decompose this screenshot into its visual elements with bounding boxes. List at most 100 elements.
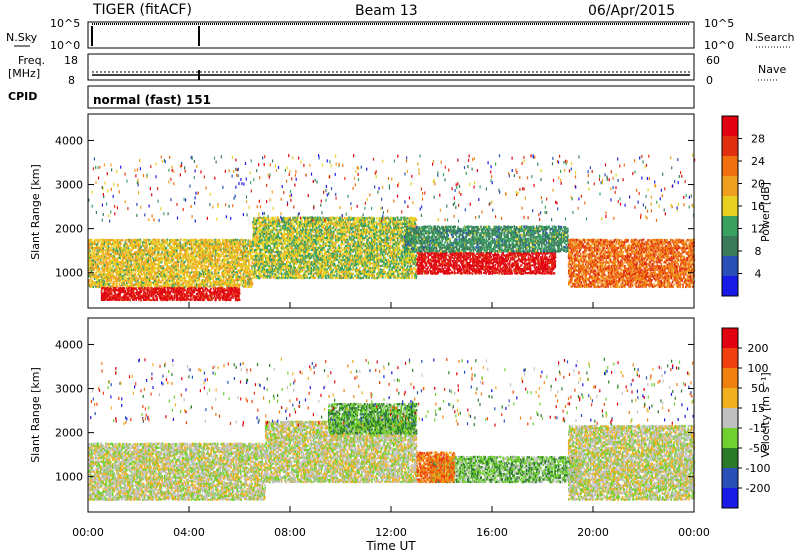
- power-cell: [249, 272, 252, 276]
- power-cell: [146, 298, 148, 301]
- power-cell: [110, 271, 112, 274]
- power-cell: [222, 251, 224, 254]
- power-cell: [218, 245, 221, 248]
- power-cell: [141, 277, 143, 280]
- power-cell: [148, 292, 151, 296]
- power-cell: [240, 269, 243, 272]
- power-cell: [233, 265, 236, 268]
- power-cell: [217, 273, 220, 276]
- power-cell: [111, 250, 114, 253]
- power-cell: [220, 277, 222, 280]
- power-cell: [111, 292, 113, 295]
- power-cell: [159, 242, 162, 245]
- power-cell: [216, 240, 219, 243]
- power-cell: [257, 226, 259, 229]
- power-cell: [225, 283, 227, 286]
- power-cell: [231, 267, 233, 270]
- power-cell: [212, 277, 215, 280]
- power-cell: [89, 254, 92, 258]
- power-cell: [141, 260, 143, 263]
- power-cell: [292, 257, 295, 260]
- power-cell: [120, 290, 122, 293]
- power-cell: [205, 257, 207, 260]
- power-cell: [175, 257, 178, 260]
- power-cell: [106, 291, 108, 294]
- power-cell: [221, 259, 223, 262]
- power-cell: [251, 261, 253, 264]
- power-cell: [233, 252, 236, 255]
- power-cell: [210, 258, 213, 261]
- power-cell: [246, 247, 248, 250]
- power-cell: [184, 249, 186, 252]
- power-cell: [223, 251, 226, 254]
- power-cell: [281, 272, 283, 275]
- power-cell: [280, 267, 283, 270]
- power-cell: [99, 285, 101, 288]
- power-cell: [237, 264, 239, 268]
- power-cell: [110, 275, 112, 278]
- power-cell: [120, 298, 122, 301]
- power-cell: [193, 248, 196, 251]
- power-cell: [119, 249, 122, 252]
- power-cell: [155, 271, 158, 274]
- power-cell: [167, 259, 169, 262]
- power-cell: [235, 249, 237, 252]
- power-cell: [222, 252, 224, 255]
- power-cell: [133, 296, 136, 299]
- power-cell: [207, 239, 209, 242]
- power-cell: [231, 259, 233, 262]
- power-cell: [188, 265, 190, 268]
- power-cell: [137, 259, 139, 262]
- power-cell: [226, 271, 228, 274]
- power-cell: [223, 281, 226, 284]
- power-cell: [144, 296, 147, 299]
- power-cell: [239, 265, 242, 268]
- power-cell: [152, 298, 154, 301]
- power-cell: [243, 263, 246, 266]
- power-cell: [105, 261, 108, 264]
- power-cell: [143, 275, 146, 278]
- power-cell: [158, 293, 161, 296]
- power-cell: [214, 281, 216, 284]
- power-cell: [196, 276, 199, 280]
- power-cell: [206, 245, 208, 248]
- power-cell: [150, 277, 153, 280]
- power-cell: [159, 261, 162, 264]
- power-cell: [194, 259, 197, 262]
- power-cell: [156, 292, 158, 295]
- power-cell: [88, 244, 90, 248]
- power-cell: [95, 273, 97, 276]
- power-cell: [88, 246, 91, 250]
- power-cell: [213, 250, 216, 253]
- power-cell: [195, 240, 198, 243]
- power-cell: [160, 293, 163, 296]
- power-cell: [110, 238, 112, 242]
- power-cell: [102, 261, 105, 264]
- power-cell: [112, 271, 115, 274]
- power-cell: [195, 257, 197, 260]
- power-cell: [156, 283, 158, 286]
- power-cell: [243, 281, 246, 284]
- power-cell: [143, 245, 146, 248]
- power-cell: [97, 267, 99, 270]
- power-cell: [140, 258, 142, 262]
- power-cell: [131, 241, 133, 244]
- power-cell: [119, 296, 121, 299]
- power-cell: [223, 239, 225, 242]
- power-cell: [142, 249, 145, 252]
- power-cell: [150, 295, 153, 298]
- power-cell: [245, 268, 247, 271]
- power-cell: [248, 261, 250, 264]
- power-cell: [184, 268, 187, 271]
- power-cell: [183, 267, 186, 270]
- power-cell: [199, 298, 202, 302]
- power-cell: [166, 238, 169, 241]
- power-cell: [115, 293, 117, 296]
- power-cell: [192, 279, 195, 282]
- power-cell: [100, 285, 102, 288]
- power-cell: [117, 263, 120, 266]
- power-cell: [179, 260, 181, 263]
- power-cell: [106, 241, 109, 244]
- power-cell: [187, 294, 190, 297]
- power-cell: [134, 267, 136, 270]
